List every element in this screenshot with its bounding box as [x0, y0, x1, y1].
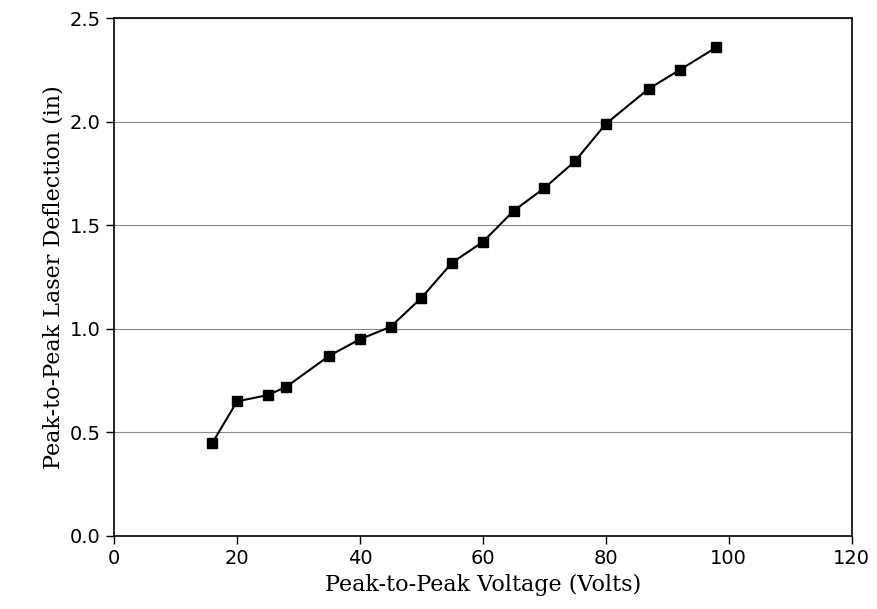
X-axis label: Peak-to-Peak Voltage (Volts): Peak-to-Peak Voltage (Volts)	[324, 574, 640, 596]
Y-axis label: Peak-to-Peak Laser Deflection (in): Peak-to-Peak Laser Deflection (in)	[42, 85, 64, 469]
